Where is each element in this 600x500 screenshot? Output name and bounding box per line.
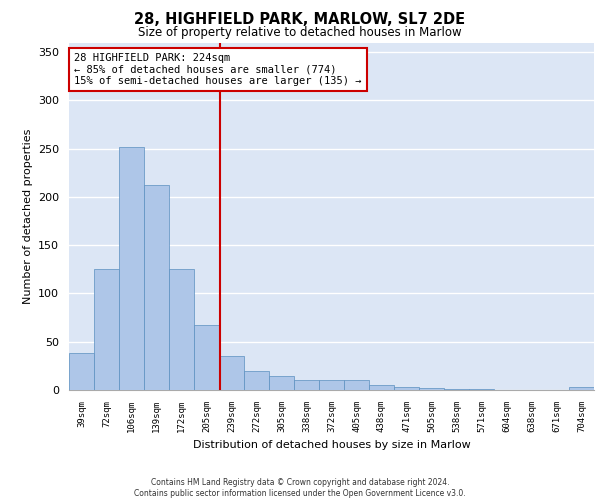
Bar — [94, 270, 119, 390]
Text: 28, HIGHFIELD PARK, MARLOW, SL7 2DE: 28, HIGHFIELD PARK, MARLOW, SL7 2DE — [134, 12, 466, 28]
Bar — [319, 380, 344, 390]
Bar — [69, 354, 94, 390]
Bar — [444, 389, 469, 390]
Bar — [394, 387, 419, 390]
Bar — [269, 376, 294, 390]
Bar — [169, 270, 194, 390]
Bar — [119, 147, 144, 390]
Bar — [144, 186, 169, 390]
Bar — [369, 385, 394, 390]
Bar — [219, 356, 244, 390]
Bar — [419, 388, 444, 390]
Bar — [194, 326, 219, 390]
Bar — [344, 380, 369, 390]
Bar — [469, 389, 494, 390]
Bar — [294, 380, 319, 390]
X-axis label: Distribution of detached houses by size in Marlow: Distribution of detached houses by size … — [193, 440, 470, 450]
Text: Contains HM Land Registry data © Crown copyright and database right 2024.
Contai: Contains HM Land Registry data © Crown c… — [134, 478, 466, 498]
Bar — [569, 387, 594, 390]
Text: Size of property relative to detached houses in Marlow: Size of property relative to detached ho… — [138, 26, 462, 39]
Bar — [244, 370, 269, 390]
Text: 28 HIGHFIELD PARK: 224sqm
← 85% of detached houses are smaller (774)
15% of semi: 28 HIGHFIELD PARK: 224sqm ← 85% of detac… — [74, 53, 362, 86]
Y-axis label: Number of detached properties: Number of detached properties — [23, 128, 32, 304]
